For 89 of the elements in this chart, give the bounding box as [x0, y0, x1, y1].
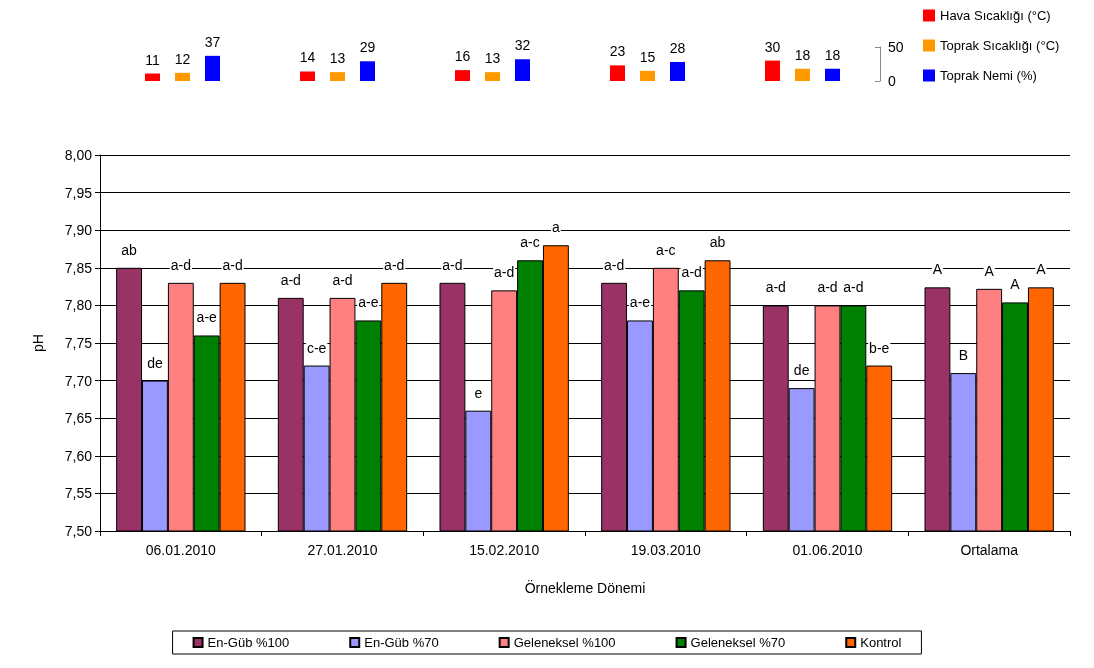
data-label: a-d	[681, 264, 702, 281]
legend-label: Kontrol	[860, 635, 902, 650]
bar	[485, 72, 500, 81]
x-tick-label: 19.03.2010	[630, 542, 702, 558]
x-tick-label: Ortalama	[960, 542, 1019, 558]
bar	[825, 68, 840, 81]
data-label: a	[552, 219, 560, 236]
data-label: 37	[204, 33, 221, 50]
legend-label: En-Güb %100	[207, 635, 290, 650]
data-label: b-e	[869, 339, 890, 356]
data-label: 18	[824, 46, 841, 63]
data-label: a-d	[384, 256, 405, 273]
x-tick-label: 15.02.2010	[469, 542, 540, 558]
x-tick-label: 27.01.2010	[307, 542, 378, 558]
data-label: c-e	[306, 339, 327, 356]
data-label: 14	[299, 49, 316, 66]
data-label: 13	[329, 50, 346, 67]
y-tick-label: 8,00	[64, 147, 93, 163]
data-label: ab	[709, 234, 726, 251]
data-label: a-d	[494, 264, 515, 281]
data-label: 15	[639, 48, 656, 65]
data-label: ab	[121, 241, 138, 258]
legend-label: Toprak Nemi (%)	[940, 68, 1037, 83]
data-label: a-d	[603, 256, 625, 273]
data-label: a-e	[358, 294, 379, 311]
data-label: de	[793, 362, 810, 379]
legend-label: Toprak Sıcaklığı (°C)	[940, 38, 1060, 53]
legend-label: Geleneksel %70	[690, 635, 786, 650]
data-label: a-d	[843, 279, 864, 296]
data-label: 12	[174, 50, 191, 67]
data-label: A	[1010, 276, 1021, 293]
bar	[175, 72, 190, 81]
bar	[360, 61, 375, 81]
data-label: 18	[794, 46, 811, 63]
y-tick-label: 7,65	[64, 410, 93, 427]
data-label: a-d	[222, 256, 243, 273]
bar	[515, 59, 530, 81]
legend-label: Geleneksel %100	[513, 635, 616, 650]
data-label: a-d	[442, 256, 463, 273]
data-label: 23	[609, 43, 626, 60]
data-label: a-c	[520, 234, 540, 251]
data-label: a-c	[656, 241, 676, 258]
y-tick-label: 7,95	[64, 184, 93, 201]
y-tick-label: 7,50	[64, 523, 93, 539]
x-axis-title: Örnekleme Dönemi	[524, 579, 646, 596]
bar	[640, 70, 655, 81]
bar	[330, 72, 345, 81]
y-tick-label: 7,60	[64, 447, 93, 464]
y-tick-label: 7,70	[64, 372, 93, 389]
y-tick-label: 7,85	[64, 259, 93, 276]
data-label: a-d	[332, 271, 353, 288]
y-tick-label: 7,90	[64, 222, 93, 239]
x-tick-label: 06.01.2010	[145, 542, 217, 558]
bar	[145, 73, 160, 81]
bar	[205, 55, 220, 81]
data-label: 11	[145, 51, 160, 68]
bar	[765, 60, 780, 81]
y-axis-title: pH	[30, 334, 46, 352]
bar	[670, 61, 685, 81]
data-label: de	[147, 354, 163, 371]
data-label: B	[958, 347, 968, 364]
y-tick-label: 7,75	[64, 335, 93, 351]
y-tick-label: 0	[888, 73, 896, 89]
data-label: A	[932, 261, 943, 278]
legend-label: En-Güb %70	[364, 635, 439, 650]
data-label: a-d	[280, 271, 301, 288]
bar	[455, 70, 470, 81]
data-label: a-d	[765, 279, 786, 296]
y-tick-label: 50	[888, 39, 904, 55]
y-tick-label: 7,55	[64, 485, 93, 502]
data-label: e	[474, 384, 483, 401]
y-tick-label: 7,80	[64, 297, 93, 314]
data-label: 32	[514, 37, 531, 54]
bar	[795, 68, 810, 81]
data-label: 30	[764, 38, 781, 55]
bar	[610, 65, 625, 81]
data-label: a-e	[196, 309, 218, 326]
data-label: 16	[454, 48, 471, 65]
data-label: a-d	[170, 256, 191, 273]
legend-label: Hava Sıcaklığı (°C)	[940, 8, 1051, 23]
x-tick-label: 01.06.2010	[792, 542, 863, 558]
data-label: a-e	[629, 294, 651, 311]
bar	[300, 71, 315, 81]
data-label: A	[1036, 261, 1047, 278]
data-label: 28	[669, 39, 686, 56]
data-label: A	[984, 262, 995, 279]
data-label: a-d	[817, 279, 838, 296]
data-label: 13	[484, 50, 501, 67]
data-label: 29	[359, 39, 376, 56]
